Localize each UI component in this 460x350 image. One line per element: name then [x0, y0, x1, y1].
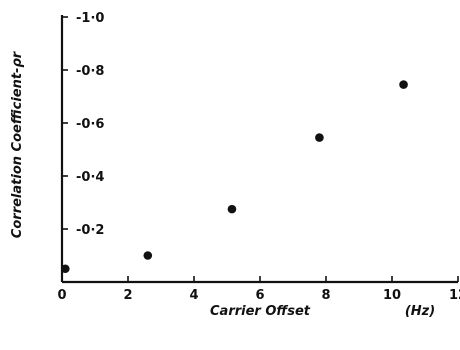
y-tick-label: -1·0	[76, 11, 104, 26]
x-axis-label: Carrier Offset	[210, 304, 311, 319]
x-tick-label: 0	[57, 288, 66, 303]
x-tick-label: 6	[255, 288, 264, 303]
y-tick-label: -0·2	[76, 223, 104, 238]
x-axis-unit: (Hz)	[405, 304, 435, 319]
data-point	[227, 204, 237, 214]
data-point	[61, 264, 70, 274]
x-tick-label: 12	[449, 288, 460, 303]
data-point	[399, 80, 408, 89]
y-tick-label: -0·8	[76, 64, 104, 79]
y-ticks: -0·2 -0·4 -0·6 -0·8 -1·0	[62, 11, 104, 238]
data-point	[143, 251, 153, 260]
y-tick-label: -0·4	[76, 170, 104, 185]
x-ticks: 0 2 4 6 8 10 12	[57, 276, 460, 303]
x-tick-label: 8	[321, 288, 330, 303]
y-axis-label: Correlation Coefficient-ρr	[10, 50, 25, 238]
data-point	[315, 133, 324, 142]
data-points	[61, 80, 408, 274]
x-tick-label: 4	[189, 288, 198, 303]
y-tick-label: -0·6	[76, 117, 104, 132]
x-tick-label: 2	[123, 288, 132, 303]
axes	[60, 15, 458, 284]
x-tick-label: 10	[383, 288, 401, 303]
